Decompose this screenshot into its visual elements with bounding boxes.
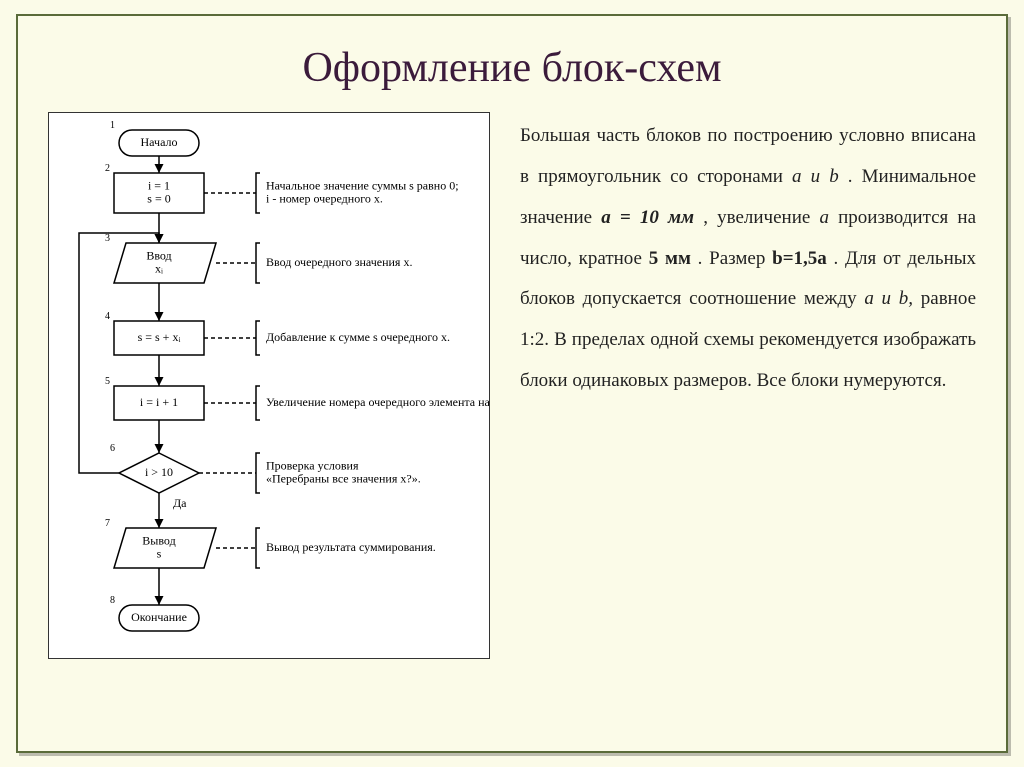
description-paragraph: Большая часть блоков по построению услов… xyxy=(520,112,976,659)
svg-text:1: 1 xyxy=(110,120,115,131)
text-bold-b15a: b=1,5a xyxy=(772,248,827,269)
svg-text:Ввод: Ввод xyxy=(146,248,171,262)
svg-text:Начальное значение суммы s рав: Начальное значение суммы s равно 0; xyxy=(266,178,459,192)
svg-text:Ввод очередного значения x.: Ввод очередного значения x. xyxy=(266,255,412,269)
svg-text:s = s + xᵢ: s = s + xᵢ xyxy=(138,330,181,344)
text-ital-a: a xyxy=(819,207,829,228)
svg-text:s = 0: s = 0 xyxy=(147,191,170,205)
content-row: Да Начало 1 i = 1s = 0 2 Начальное значение с… xyxy=(18,112,1006,679)
svg-text:Увеличение номера очередного э: Увеличение номера очередного элемента на… xyxy=(266,395,489,409)
svg-text:Вывод: Вывод xyxy=(142,533,175,547)
svg-text:i - номер очередного x.: i - номер очередного x. xyxy=(266,191,383,205)
svg-text:Добавление к сумме s очередног: Добавление к сумме s очередного x. xyxy=(266,330,450,344)
svg-text:s: s xyxy=(157,546,162,560)
svg-text:5: 5 xyxy=(105,376,110,387)
svg-text:«Перебраны все значения x?».: «Перебраны все значения x?». xyxy=(266,471,421,485)
svg-text:i = 1: i = 1 xyxy=(148,178,170,192)
svg-text:4: 4 xyxy=(105,311,110,322)
svg-text:6: 6 xyxy=(110,443,115,454)
text-bold-5mm: 5 мм xyxy=(649,248,691,269)
page-title: Оформление блок-схем xyxy=(18,44,1006,92)
text-ital-ab2: a и b, xyxy=(864,288,913,309)
svg-text:7: 7 xyxy=(105,518,110,529)
svg-text:Окончание: Окончание xyxy=(131,610,187,624)
svg-text:3: 3 xyxy=(105,233,110,244)
text-p5: . Размер xyxy=(698,248,772,269)
text-ital-ab: a и b xyxy=(792,166,839,187)
svg-text:Проверка условия: Проверка условия xyxy=(266,458,359,472)
svg-text:i > 10: i > 10 xyxy=(145,465,173,479)
text-bold-a10: a = 10 мм xyxy=(601,207,694,228)
flowchart-panel: Да Начало 1 i = 1s = 0 2 Начальное значение с… xyxy=(48,112,490,659)
svg-text:Начало: Начало xyxy=(141,135,178,149)
svg-text:8: 8 xyxy=(110,595,115,606)
svg-text:Вывод результата суммирования.: Вывод результата суммирования. xyxy=(266,540,436,554)
flowchart-svg: Да Начало 1 i = 1s = 0 2 Начальное значение с… xyxy=(49,113,489,658)
svg-text:i = i + 1: i = i + 1 xyxy=(140,395,178,409)
svg-text:xᵢ: xᵢ xyxy=(155,261,163,275)
text-p3: , увеличение xyxy=(703,207,819,228)
svg-text:Да: Да xyxy=(173,496,187,510)
svg-text:2: 2 xyxy=(105,163,110,174)
slide-frame: Оформление блок-схем Да Начало 1 i = 1s = 0… xyxy=(16,14,1008,753)
